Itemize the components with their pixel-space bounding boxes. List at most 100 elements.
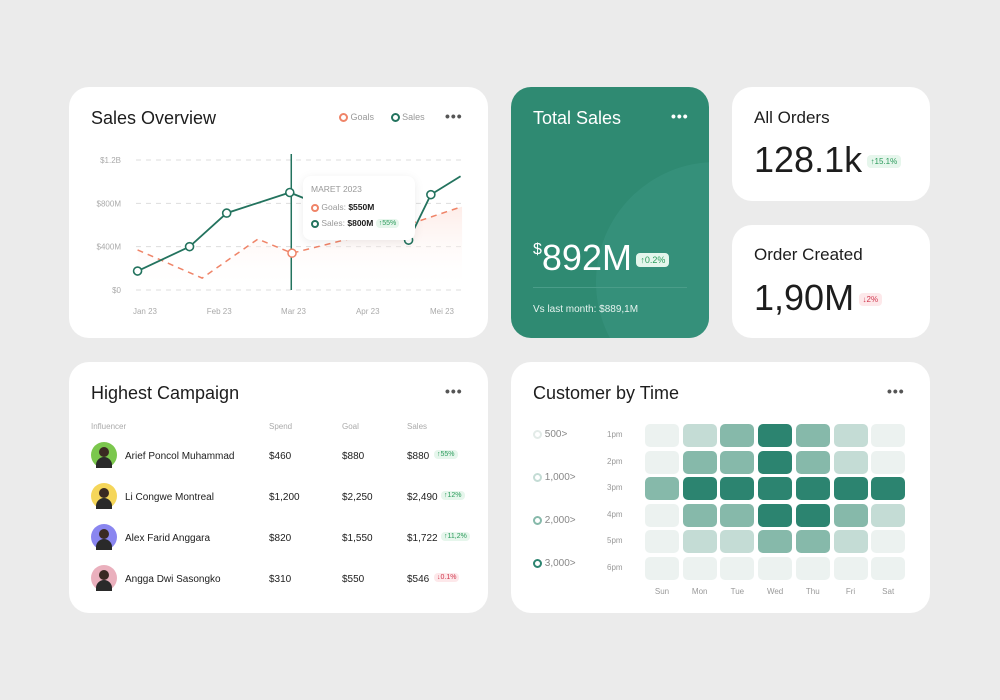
heatmap-cell[interactable] — [833, 556, 868, 580]
heatmap-cell[interactable] — [758, 556, 793, 580]
more-options-icon[interactable]: ••• — [887, 383, 905, 399]
heatmap-cell[interactable] — [758, 424, 793, 447]
more-options-icon[interactable]: ••• — [445, 108, 463, 124]
influencer-name: Li Congwe Montreal — [125, 492, 214, 503]
heatmap-cell[interactable] — [645, 450, 679, 474]
heatmap-cell[interactable] — [758, 530, 793, 553]
heatmap-cell[interactable] — [758, 503, 793, 527]
heatmap-cell[interactable] — [795, 503, 830, 527]
heatmap-cell[interactable] — [682, 477, 717, 500]
legend-item: 2,000> — [533, 515, 576, 526]
x-tick-label: Mei 23 — [430, 307, 455, 316]
heatmap-cell[interactable] — [645, 556, 679, 580]
heatmap-cell[interactable] — [682, 450, 717, 474]
sales-change-badge: ↑55% — [434, 450, 458, 459]
x-tick-label: Apr 23 — [356, 307, 380, 316]
column-label: Thu — [805, 587, 820, 596]
y-tick-label: $1.2B — [100, 156, 121, 165]
table-row[interactable]: Li Congwe Montreal $1,200 $2,250 $2,490 … — [91, 483, 466, 519]
heatmap-cell[interactable] — [682, 503, 717, 527]
table-row[interactable]: Angga Dwi Sasongko $310 $550 $546 ↓0.1% — [91, 565, 466, 601]
heatmap-cell[interactable] — [833, 450, 868, 474]
sales-point — [221, 208, 232, 218]
order-created-card: Order Created 1,90M ↓2% — [732, 225, 930, 338]
heatmap-cell[interactable] — [833, 424, 868, 447]
more-options-icon[interactable]: ••• — [445, 383, 463, 399]
tooltip-sales-label: Sales: — [321, 218, 345, 228]
heatmap-cell[interactable] — [833, 503, 868, 527]
heatmap-cell[interactable] — [645, 530, 679, 553]
legend-sales-icon — [390, 113, 400, 123]
sales-value: $880 — [407, 451, 430, 462]
heatmap-cell[interactable] — [682, 424, 717, 447]
total-sales-value: 892M — [541, 237, 632, 278]
goals-line — [137, 205, 463, 279]
avatar — [91, 483, 117, 509]
legend-item: 3,000> — [533, 558, 576, 569]
heatmap-cell[interactable] — [795, 450, 830, 474]
all-orders-change: ↑15.1% — [866, 155, 902, 169]
legend-label: 500> — [544, 429, 568, 440]
heatmap-cell[interactable] — [795, 424, 830, 447]
sales-point — [284, 187, 295, 198]
x-tick-label: Mar 23 — [281, 307, 306, 316]
tooltip-title: MARET 2023 — [311, 184, 362, 194]
legend-label: 1,000> — [544, 472, 576, 483]
sales-icon — [311, 219, 319, 228]
heatmap-cell[interactable] — [758, 450, 793, 474]
heatmap-cell[interactable] — [720, 450, 755, 474]
card-title: All Orders — [754, 108, 830, 127]
table-row[interactable]: Alex Farid Anggara $820 $1,550 $1,722 ↑1… — [91, 524, 470, 560]
sales-overview-card: Sales Overview Goals Sales ••• $0 $400M $8… — [69, 87, 488, 338]
heatmap-cell[interactable] — [720, 424, 755, 447]
heatmap-cell[interactable] — [795, 530, 830, 553]
spend-value: $310 — [269, 574, 292, 585]
heatmap-cell[interactable] — [720, 477, 755, 500]
avatar — [91, 565, 117, 591]
heatmap-cell[interactable] — [645, 503, 679, 527]
header-spend: Spend — [269, 422, 293, 431]
table-row[interactable]: Arief Poncol Muhammad $460 $880 $880 ↑55… — [91, 442, 466, 478]
legend-sales-label: Sales — [402, 112, 425, 122]
heatmap-cell[interactable] — [871, 530, 906, 553]
header-sales: Sales — [407, 422, 428, 431]
card-title: Sales Overview — [91, 108, 217, 128]
column-label: Wed — [766, 587, 784, 596]
x-tick-label: Feb 23 — [207, 307, 232, 316]
sales-value: $1,722 — [407, 533, 438, 544]
heatmap-cell[interactable] — [720, 503, 755, 527]
x-tick-label: Jan 23 — [133, 307, 158, 316]
card-title: Highest Campaign — [91, 383, 240, 403]
column-label: Mon — [691, 587, 708, 596]
divider — [533, 287, 687, 288]
sales-point — [132, 266, 143, 276]
legend-item: 1,000> — [533, 472, 576, 483]
total-sales-change: ↑0.2% — [636, 252, 670, 267]
heatmap-cell[interactable] — [833, 477, 868, 500]
more-options-icon[interactable]: ••• — [671, 108, 689, 124]
row-label: 4pm — [607, 509, 623, 519]
heatmap-cell[interactable] — [682, 530, 717, 553]
heatmap-cell[interactable] — [682, 556, 717, 580]
heatmap-cell[interactable] — [871, 556, 906, 580]
row-label: 6pm — [607, 562, 623, 572]
y-tick-label: $800M — [97, 199, 122, 208]
heatmap-cell[interactable] — [720, 556, 755, 580]
sales-point — [184, 241, 195, 252]
heatmap-cell[interactable] — [795, 556, 830, 580]
heatmap-cell[interactable] — [833, 530, 868, 553]
heatmap-cell[interactable] — [645, 424, 679, 447]
heatmap-cell[interactable] — [720, 530, 755, 553]
currency-symbol: $ — [533, 241, 542, 258]
spend-value: $1,200 — [269, 492, 300, 503]
heatmap-cell[interactable] — [758, 477, 793, 500]
goals-area — [137, 206, 463, 290]
heatmap-cell[interactable] — [871, 503, 906, 527]
heatmap-cell[interactable] — [645, 477, 679, 500]
all-orders-card: All Orders 128.1k ↑15.1% — [732, 87, 930, 201]
heatmap-cell[interactable] — [871, 477, 906, 500]
heatmap-cell[interactable] — [871, 450, 906, 474]
card-title: Customer by Time — [533, 383, 680, 403]
heatmap-cell[interactable] — [795, 477, 830, 500]
heatmap-cell[interactable] — [871, 424, 906, 447]
